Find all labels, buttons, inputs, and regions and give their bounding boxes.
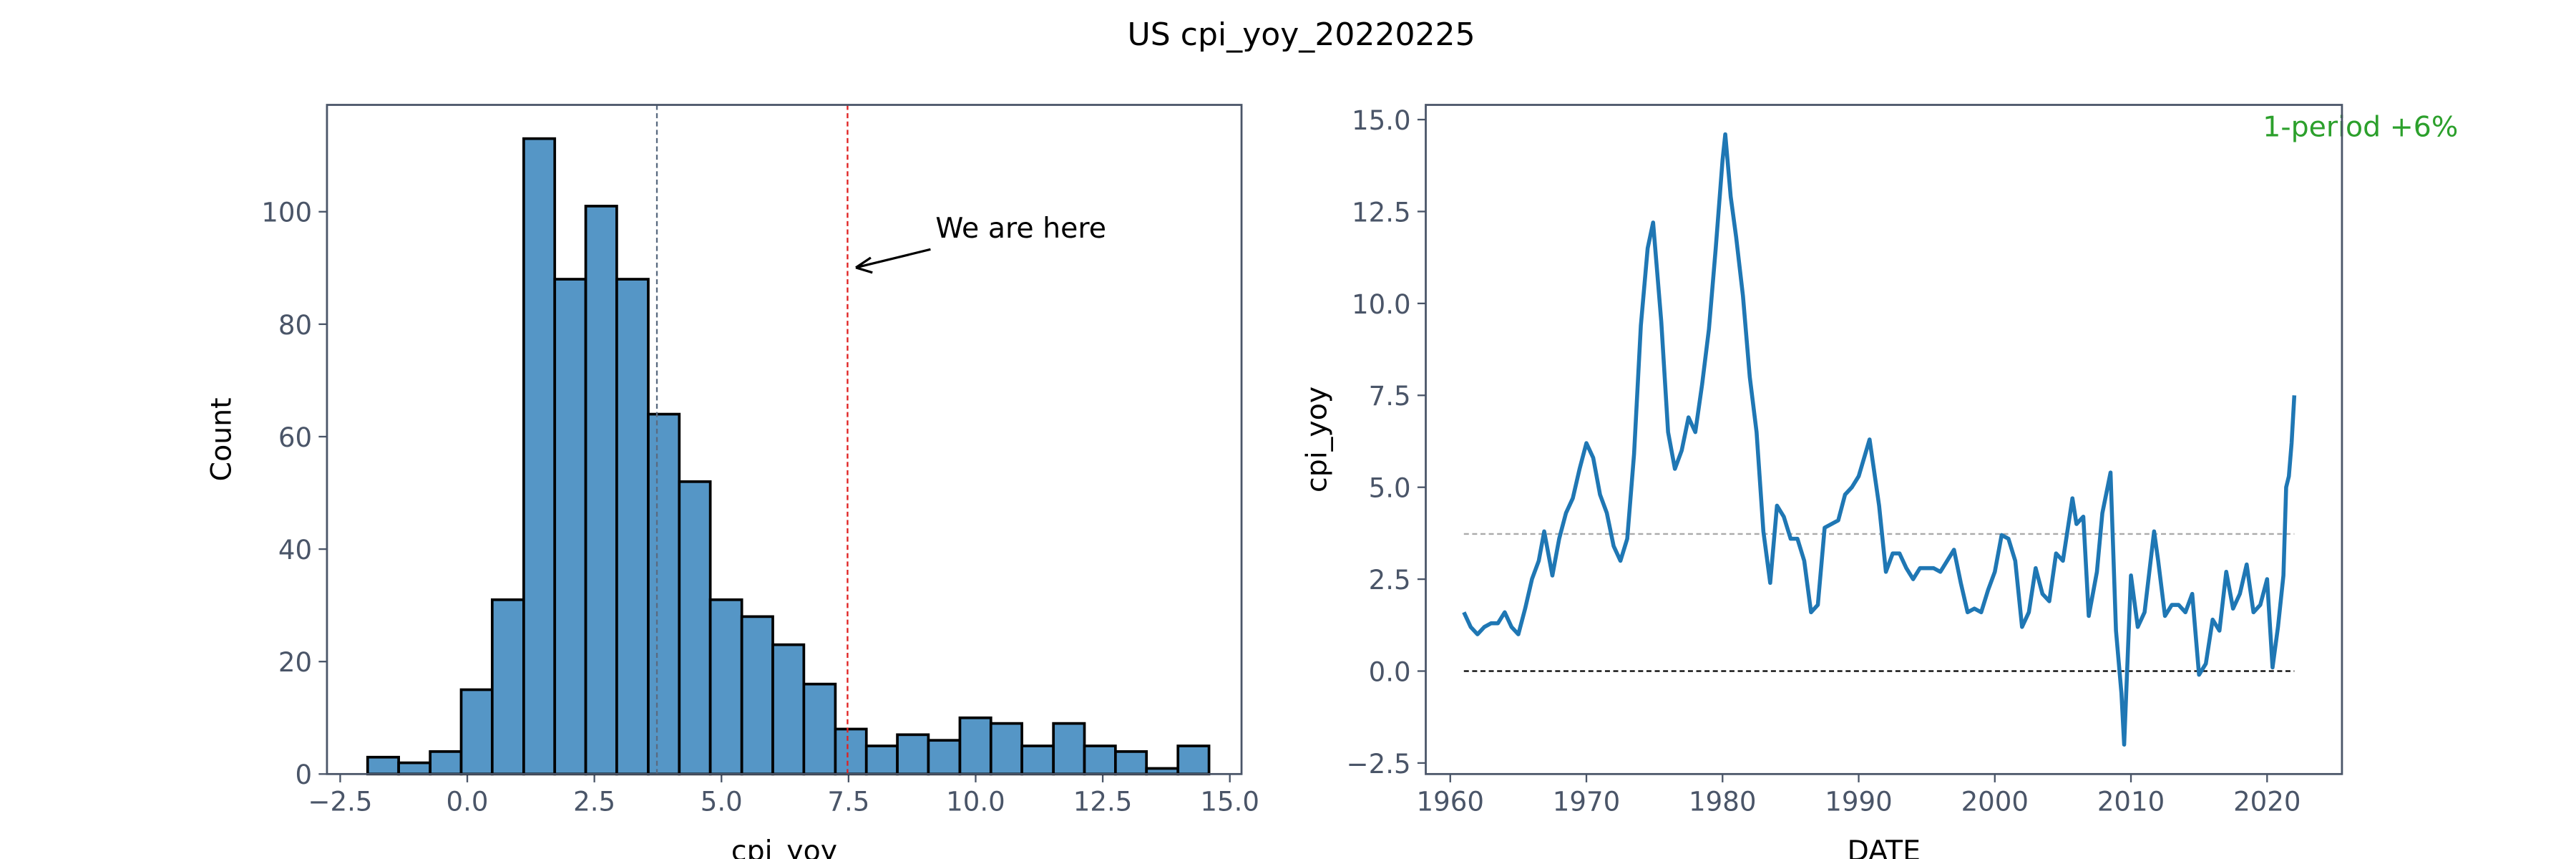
figure-title: US cpi_yoy_20220225 bbox=[1128, 16, 1475, 53]
bar bbox=[522, 137, 557, 776]
annotation: 1-period +6% bbox=[2263, 111, 2458, 144]
bar bbox=[771, 643, 806, 776]
y-tick-label: 20 bbox=[278, 647, 312, 678]
x-tick-label: 1960 bbox=[1417, 786, 1484, 817]
y-tick-label: 100 bbox=[261, 198, 312, 228]
bar bbox=[834, 727, 868, 776]
y-tick-label: 60 bbox=[278, 422, 312, 453]
bar bbox=[459, 688, 494, 776]
annotation: We are here bbox=[935, 212, 1106, 245]
bar bbox=[1020, 744, 1055, 776]
x-tick-label: 2000 bbox=[1961, 786, 2029, 817]
bar bbox=[490, 598, 525, 776]
x-tick-label: 1990 bbox=[1825, 786, 1892, 817]
bar bbox=[896, 733, 930, 776]
bar bbox=[1114, 750, 1148, 776]
y-tick-label: −2.5 bbox=[1347, 749, 1411, 780]
bar bbox=[740, 615, 774, 776]
annotation-arrow bbox=[855, 248, 931, 274]
x-tick-label: 2010 bbox=[2097, 786, 2165, 817]
bar bbox=[584, 205, 618, 776]
bar bbox=[647, 412, 681, 776]
x-tick-label: 2.5 bbox=[573, 786, 615, 817]
bar bbox=[1052, 722, 1086, 776]
line bbox=[1462, 132, 2297, 747]
bar bbox=[802, 682, 837, 776]
x-tick-label: 15.0 bbox=[1200, 786, 1259, 817]
bar bbox=[708, 598, 743, 776]
x-tick-label: 1970 bbox=[1553, 786, 1620, 817]
bar bbox=[1083, 744, 1117, 776]
y-tick-label: 15.0 bbox=[1352, 105, 1411, 136]
x-tick-label: −2.5 bbox=[308, 786, 372, 817]
x-axis-label: DATE bbox=[1847, 835, 1921, 859]
axes-frame bbox=[326, 104, 1243, 775]
y-tick-label: 2.5 bbox=[1369, 565, 1411, 596]
x-tick-label: 10.0 bbox=[946, 786, 1005, 817]
y-axis-label: cpi_yoy bbox=[1300, 387, 1333, 492]
x-tick-label: 2020 bbox=[2233, 786, 2301, 817]
y-tick-label: 0 bbox=[295, 759, 312, 790]
y-tick-label: 7.5 bbox=[1369, 381, 1411, 412]
y-tick-label: 40 bbox=[278, 535, 312, 566]
bar bbox=[958, 716, 992, 776]
y-tick-label: 12.5 bbox=[1352, 197, 1411, 228]
x-tick-label: 12.5 bbox=[1073, 786, 1133, 817]
bar bbox=[429, 750, 463, 776]
bar bbox=[397, 761, 432, 776]
bar bbox=[553, 278, 587, 776]
bar bbox=[864, 744, 899, 776]
y-tick-label: 0.0 bbox=[1369, 656, 1411, 687]
bar bbox=[366, 755, 400, 776]
bar bbox=[678, 480, 712, 776]
bar bbox=[615, 278, 650, 776]
y-axis-label: Count bbox=[205, 397, 238, 481]
y-tick-label: 10.0 bbox=[1352, 289, 1411, 320]
x-tick-label: 1980 bbox=[1689, 786, 1756, 817]
x-tick-label: 5.0 bbox=[701, 786, 743, 817]
x-axis-label: cpi_yoy bbox=[731, 835, 837, 859]
bar bbox=[989, 722, 1023, 776]
bar bbox=[927, 739, 962, 776]
y-tick-label: 80 bbox=[278, 310, 312, 341]
x-tick-label: 0.0 bbox=[447, 786, 489, 817]
y-tick-label: 5.0 bbox=[1369, 473, 1411, 504]
axes-frame bbox=[1425, 104, 2343, 775]
x-tick-label: 7.5 bbox=[827, 786, 869, 817]
bar bbox=[1176, 744, 1211, 776]
